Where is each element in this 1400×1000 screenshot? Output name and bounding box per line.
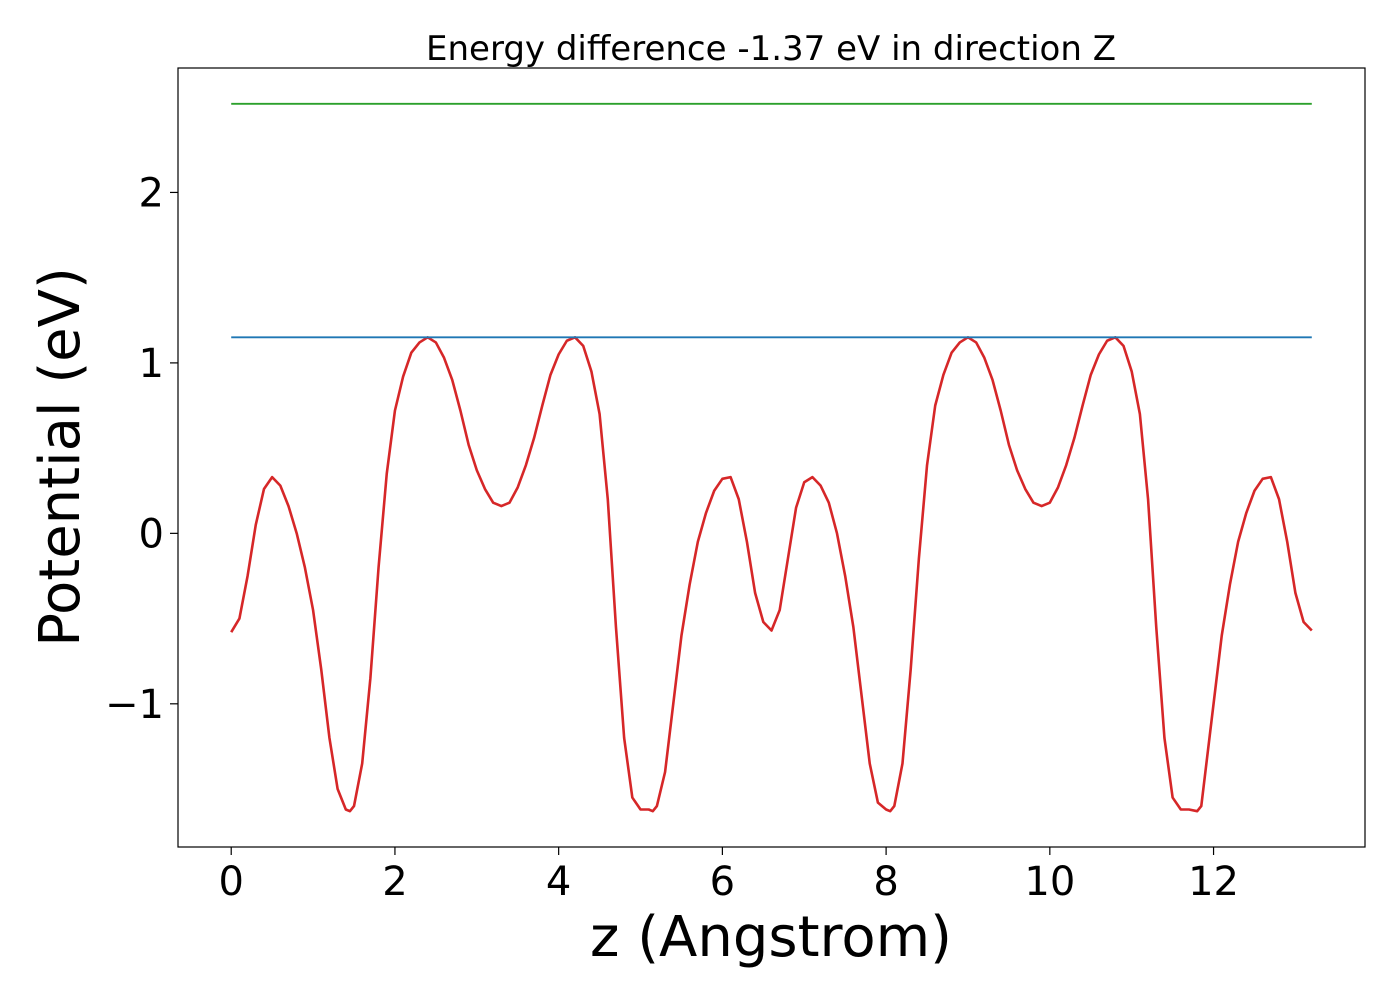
x-tick-label: 0 (218, 859, 243, 905)
y-tick-label: 0 (139, 511, 164, 557)
x-tick-label: 8 (873, 859, 898, 905)
x-axis-ticks: 0 2 4 6 8 10 12 (218, 847, 1239, 905)
series-line-0 (230, 336, 1313, 813)
x-axis-label: z (Angstrom) (590, 905, 952, 970)
y-tick-label: −1 (105, 682, 164, 728)
plot-area-frame (177, 67, 1366, 848)
x-tick-label: 2 (382, 859, 407, 905)
x-tick-label: 4 (546, 859, 571, 905)
y-tick-label: 2 (139, 170, 164, 216)
y-tick-label: 1 (139, 341, 164, 387)
y-axis-ticks: −1 0 1 2 (105, 170, 178, 728)
y-axis-label: Potential (eV) (28, 267, 93, 647)
chart-title: Energy difference -1.37 eV in direction … (426, 29, 1116, 69)
x-tick-label: 12 (1188, 859, 1239, 905)
series-layer (230, 102, 1313, 813)
x-tick-label: 6 (710, 859, 735, 905)
x-tick-label: 10 (1024, 859, 1075, 905)
